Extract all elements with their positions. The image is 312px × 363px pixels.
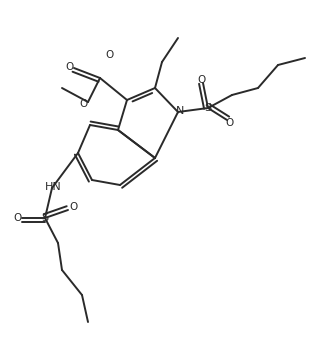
Text: HN: HN xyxy=(45,182,61,192)
Text: O: O xyxy=(69,202,77,212)
Text: O: O xyxy=(198,75,206,85)
Text: O: O xyxy=(66,62,74,72)
Text: O: O xyxy=(225,118,233,128)
Text: O: O xyxy=(79,99,87,109)
Text: O: O xyxy=(106,50,114,60)
Text: S: S xyxy=(204,103,212,113)
Text: N: N xyxy=(176,106,184,116)
Text: S: S xyxy=(41,213,49,223)
Text: O: O xyxy=(13,213,21,223)
